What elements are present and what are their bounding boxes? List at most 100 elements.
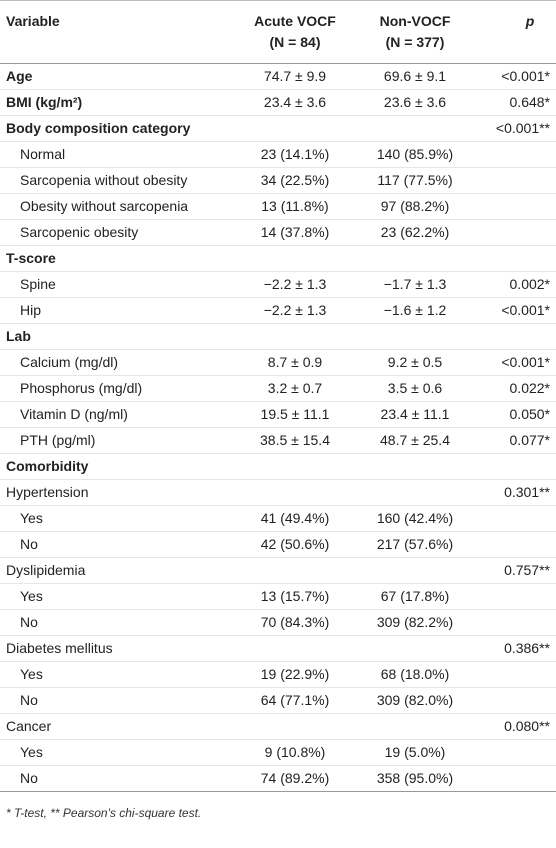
table-cell: 358 (95.0%) [360,765,470,792]
row-label: Diabetes mellitus [0,635,230,662]
table-cell: 19 (5.0%) [360,739,470,766]
table-cell: <0.001* [470,63,556,90]
table-cell [470,609,556,636]
table-cell: 0.386** [470,635,556,662]
table-cell: 74.7 ± 9.9 [230,63,360,90]
table-cell: 0.757** [470,557,556,584]
row-label: Vitamin D (ng/ml) [0,401,230,428]
table-row: Yes 9 (10.8%) 19 (5.0%) [0,739,556,766]
header-cell: Acute VOCF (N = 84) [230,0,360,64]
table-cell: <0.001* [470,349,556,376]
row-label: Yes [0,739,230,766]
table-cell: 13 (15.7%) [230,583,360,610]
table-cell: 309 (82.2%) [360,609,470,636]
data-table: Variable Acute VOCF (N = 84) Non-VOCF (N =… [0,0,556,792]
row-label: No [0,531,230,558]
table-cell [470,219,556,246]
table-cell [470,583,556,610]
table-row: No 64 (77.1%) 309 (82.0%) [0,687,556,714]
header-cell: Variable [0,0,230,64]
header-cell: p [470,0,556,64]
table-cell [470,193,556,220]
table-cell [470,661,556,688]
row-label: Cancer [0,713,230,740]
table-cell: 67 (17.8%) [360,583,470,610]
row-label: Obesity without sarcopenia [0,193,230,220]
table-row: No 70 (84.3%) 309 (82.2%) [0,609,556,636]
row-label: Yes [0,505,230,532]
row-label: T-score [0,245,230,272]
table-cell: 74 (89.2%) [230,765,360,792]
table-cell [360,115,470,142]
table-row: Diabetes mellitus 0.386** [0,635,556,662]
table-cell: −1.6 ± 1.2 [360,297,470,324]
row-label: No [0,687,230,714]
table-row: Age 74.7 ± 9.9 69.6 ± 9.1 <0.001* [0,63,556,90]
table-row: Hip −2.2 ± 1.3 −1.6 ± 1.2 <0.001* [0,297,556,324]
row-label: Lab [0,323,230,350]
table-body: Age 74.7 ± 9.9 69.6 ± 9.1 <0.001* BMI (kg/m²… [0,63,556,792]
table-cell: 0.077* [470,427,556,454]
table-row: PTH (pg/ml) 38.5 ± 15.4 48.7 ± 25.4 0.077* [0,427,556,454]
row-label: BMI (kg/m²) [0,89,230,116]
row-label: Normal [0,141,230,168]
table-cell: 68 (18.0%) [360,661,470,688]
table-container: Variable Acute VOCF (N = 84) Non-VOCF (N =… [0,0,556,820]
table-row: Vitamin D (ng/ml) 19.5 ± 11.1 23.4 ± 11.1 0… [0,401,556,428]
row-label: Sarcopenic obesity [0,219,230,246]
table-row: Yes 13 (15.7%) 67 (17.8%) [0,583,556,610]
header-row: Variable Acute VOCF (N = 84) Non-VOCF (N =… [0,0,556,64]
table-cell: 0.080** [470,713,556,740]
table-cell: −2.2 ± 1.3 [230,271,360,298]
table-row: Sarcopenic obesity 14 (37.8%) 23 (62.2%) [0,219,556,246]
table-cell [360,323,470,350]
table-cell [470,687,556,714]
table-cell: 19 (22.9%) [230,661,360,688]
table-row: T-score [0,245,556,272]
table-row: Normal 23 (14.1%) 140 (85.9%) [0,141,556,168]
table-cell [230,557,360,584]
table-cell [230,245,360,272]
row-label: Yes [0,583,230,610]
row-label: No [0,765,230,792]
table-row: No 42 (50.6%) 217 (57.6%) [0,531,556,558]
table-cell: <0.001** [470,115,556,142]
header-title: p [525,13,535,29]
row-label: No [0,609,230,636]
table-cell: <0.001* [470,297,556,324]
table-row: Yes 19 (22.9%) 68 (18.0%) [0,661,556,688]
table-row: Calcium (mg/dl) 8.7 ± 0.9 9.2 ± 0.5 <0.001* [0,349,556,376]
table-cell: 9.2 ± 0.5 [360,349,470,376]
table-cell [360,479,470,506]
table-cell: 23.4 ± 11.1 [360,401,470,428]
table-cell [470,765,556,792]
row-label: Body composition category [0,115,230,142]
table-cell: 48.7 ± 25.4 [360,427,470,454]
table-cell: 217 (57.6%) [360,531,470,558]
table-cell: 9 (10.8%) [230,739,360,766]
table-cell: 0.648* [470,89,556,116]
table-cell [360,635,470,662]
table-cell [230,323,360,350]
table-cell [230,713,360,740]
row-label: Yes [0,661,230,688]
table-cell: 0.050* [470,401,556,428]
table-row: Obesity without sarcopenia 13 (11.8%) 97 (… [0,193,556,220]
table-cell: 13 (11.8%) [230,193,360,220]
table-row: Spine −2.2 ± 1.3 −1.7 ± 1.3 0.002* [0,271,556,298]
table-cell: 8.7 ± 0.9 [230,349,360,376]
table-row: Hypertension 0.301** [0,479,556,506]
footnote: * T-test, ** Pearson's chi-square test. [6,806,202,820]
table-cell: 42 (50.6%) [230,531,360,558]
table-cell [470,323,556,350]
row-label: Age [0,63,230,90]
table-cell [470,453,556,480]
row-label: Phosphorus (mg/dl) [0,375,230,402]
table-row: Comorbidity [0,453,556,480]
row-label: PTH (pg/ml) [0,427,230,454]
row-label: Calcium (mg/dl) [0,349,230,376]
row-label: Spine [0,271,230,298]
table-row: Lab [0,323,556,350]
header-title: Variable [6,13,60,29]
table-cell: 0.002* [470,271,556,298]
